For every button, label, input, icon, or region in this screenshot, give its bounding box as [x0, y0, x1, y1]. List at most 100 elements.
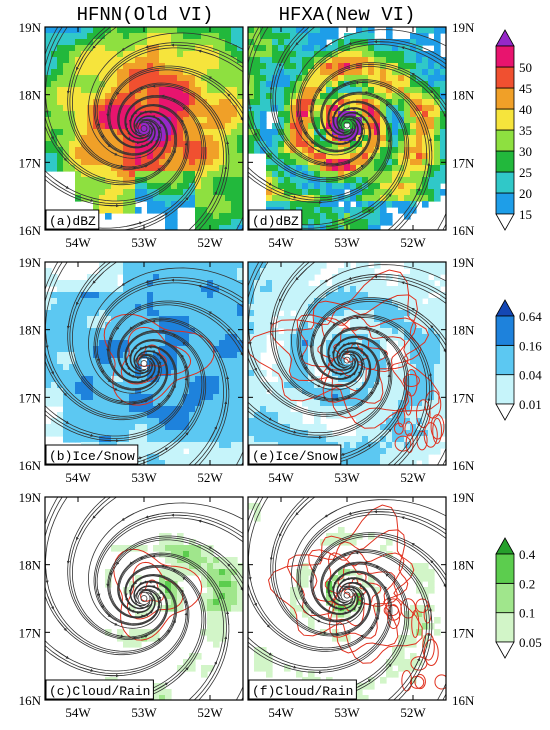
field-cell: [87, 99, 94, 106]
streamline-arrow: [155, 117, 160, 121]
field-cell: [105, 39, 112, 46]
field-cell: [63, 45, 70, 52]
field-cell: [344, 87, 351, 94]
streamline-arrow: [358, 114, 363, 118]
field-cell: [147, 105, 154, 112]
field-cell: [290, 129, 297, 136]
field-cell: [51, 274, 58, 281]
field-cell: [177, 268, 184, 275]
field-cell: [195, 545, 202, 552]
field-cell: [338, 51, 345, 58]
streamline-arrow: [157, 369, 161, 374]
field-cell: [51, 93, 58, 100]
field-cell: [410, 153, 417, 160]
field-cell: [404, 418, 411, 425]
field-cell: [380, 286, 387, 293]
field-cell: [392, 171, 399, 178]
field-cell: [296, 51, 303, 58]
field-cell: [278, 406, 285, 413]
field-cell: [422, 358, 429, 365]
field-cell: [93, 418, 100, 425]
field-cell: [308, 376, 315, 383]
field-cell: [338, 569, 345, 576]
field-cell: [278, 93, 285, 100]
field-cell: [362, 159, 369, 166]
field-cell: [189, 400, 196, 407]
field-cell: [177, 27, 184, 34]
field-cell: [99, 310, 106, 317]
field-cell: [123, 147, 130, 154]
field-cell: [410, 412, 417, 419]
field-cell: [195, 159, 202, 166]
field-cell: [272, 51, 279, 58]
field-cell: [213, 569, 220, 576]
field-cell: [165, 129, 172, 136]
field-cell: [356, 322, 363, 329]
field-cell: [260, 141, 267, 148]
field-cell: [93, 340, 100, 347]
field-cell: [81, 153, 88, 160]
streamline-arrow: [355, 81, 364, 85]
streamline-arrow: [140, 144, 145, 148]
field-cell: [87, 394, 94, 401]
field-cell: [99, 274, 106, 281]
field-cell: [368, 581, 375, 588]
field-cell: [350, 189, 357, 196]
field-cell: [141, 298, 148, 305]
field-cell: [422, 63, 429, 70]
field-cell: [183, 310, 190, 317]
field-cell: [201, 189, 208, 196]
field-cell: [183, 51, 190, 58]
field-cell: [278, 334, 285, 341]
field-cell: [356, 460, 363, 465]
field-cell: [440, 322, 446, 329]
field-cell: [81, 382, 88, 389]
field-cell: [75, 99, 82, 106]
field-cell: [189, 165, 196, 172]
field-cell: [147, 99, 154, 106]
streamline-arrow: [143, 110, 148, 114]
field-cell: [404, 63, 411, 70]
field-cell: [296, 153, 303, 160]
field-cell: [177, 177, 184, 184]
field-cell: [302, 177, 309, 184]
field-cell: [75, 346, 82, 353]
field-cell: [350, 159, 357, 166]
lat-tick-label: 17N: [19, 390, 42, 405]
field-cell: [123, 316, 130, 323]
streamline-arrow: [184, 142, 188, 151]
field-cell: [177, 153, 184, 160]
field-cell: [254, 310, 261, 317]
field-cell: [386, 430, 393, 437]
field-cell: [225, 304, 232, 311]
field-cell: [213, 280, 220, 287]
field-cell: [320, 225, 327, 230]
field-cell: [117, 69, 124, 76]
field-cell: [123, 268, 130, 275]
field-cell: [165, 274, 172, 281]
field-cell: [165, 213, 172, 220]
field-cell: [266, 75, 273, 82]
field-cell: [117, 424, 124, 431]
field-cell: [260, 63, 267, 70]
streamline-arrow: [430, 324, 441, 337]
field-cell: [314, 165, 321, 172]
field-cell: [392, 430, 399, 437]
streamline-arrow: [318, 161, 327, 165]
field-cell: [254, 370, 261, 377]
field-cell: [254, 274, 261, 281]
field-cell: [69, 304, 76, 311]
field-cell: [296, 436, 303, 443]
field-cell: [171, 117, 178, 124]
field-cell: [45, 39, 52, 46]
field-cell: [386, 93, 393, 100]
field-cell: [213, 195, 220, 202]
field-cell: [392, 105, 399, 112]
field-cell: [422, 304, 429, 311]
field-cell: [278, 51, 285, 58]
streamline-arrow: [158, 595, 162, 600]
field-cell: [207, 629, 214, 636]
field-cell: [302, 81, 309, 88]
streamline: [109, 539, 243, 700]
field-cell: [398, 45, 405, 52]
